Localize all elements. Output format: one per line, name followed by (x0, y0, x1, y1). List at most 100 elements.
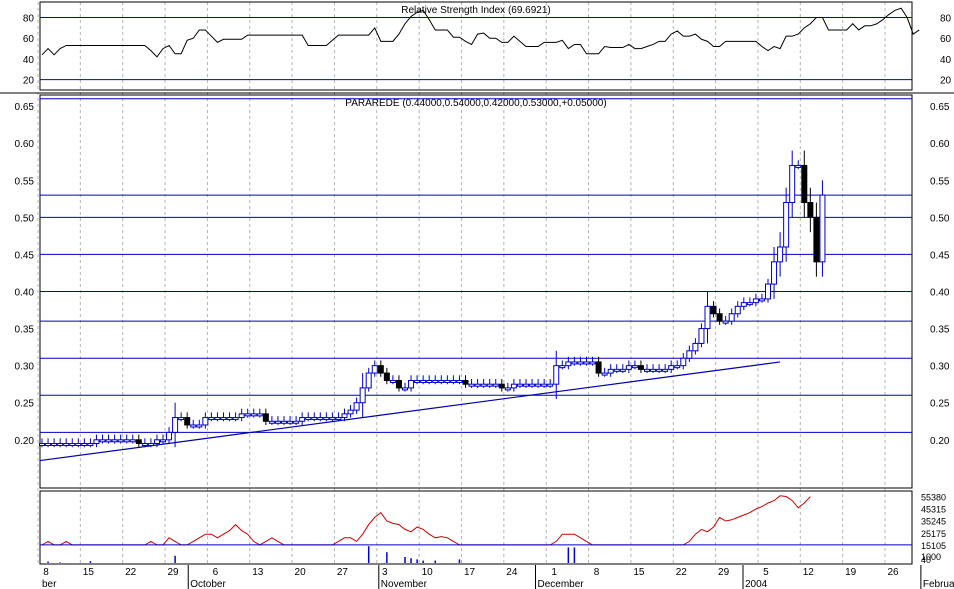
x-day-label: 29 (718, 567, 730, 578)
candle-body (81, 443, 88, 447)
candle-body (480, 383, 487, 387)
x-day-label: 26 (887, 567, 899, 578)
candle-body (529, 383, 536, 387)
candle-body (256, 413, 263, 417)
candle-body (232, 417, 239, 421)
candle-body (408, 379, 415, 389)
price-ticks: 0.20 0.20 0.25 0.25 0.30 0.30 0.35 0.35 0.40 0.40… (15, 102, 950, 447)
candle-body (680, 357, 687, 367)
rsi-panel-frame (39, 1, 913, 91)
candle-body (535, 383, 542, 387)
candle-body (371, 365, 378, 374)
candle-body (420, 379, 427, 383)
x-day-label: 20 (295, 567, 307, 578)
candle-body (704, 305, 711, 330)
candle-body (39, 443, 45, 447)
candle-body (662, 368, 669, 372)
candle-body (226, 417, 233, 421)
candle-body (311, 417, 318, 421)
x-day-label: 12 (803, 567, 815, 578)
price-tick-label-left: 0.50 (15, 213, 35, 224)
candle-body (105, 439, 112, 443)
candle-body (238, 413, 245, 419)
candle-body (274, 420, 281, 424)
candle-body (359, 387, 366, 404)
candle-body (220, 417, 227, 421)
volume-bars (47, 546, 576, 563)
price-panel: PARAREDE (0.44000,0.54000,0.42000,0.5300… (15, 94, 950, 489)
candle-body (63, 443, 70, 447)
rsi-panel: Relative Strength Index (69.6921) 20 20 40… (23, 1, 952, 91)
candle-body (577, 361, 584, 365)
x-day-label: 22 (676, 567, 688, 578)
candle-body (789, 164, 796, 204)
x-month-label: November (381, 579, 428, 589)
candle-body (456, 379, 463, 383)
x-day-label: 1 (551, 567, 557, 578)
candle-body (607, 368, 614, 374)
x-day-label: 6 (213, 567, 219, 578)
candle-body (583, 361, 590, 365)
volume-tick-label: 15105 (921, 541, 946, 551)
candle-body (190, 424, 197, 428)
x-day-label: 22 (125, 567, 137, 578)
candle-body (541, 383, 548, 387)
price-levels (40, 98, 912, 433)
x-day-label: 8 (43, 567, 49, 578)
candle-body (426, 379, 433, 383)
candle-body (565, 361, 572, 367)
price-tick-label-left: 0.40 (15, 288, 35, 299)
candle-body (153, 439, 160, 445)
x-day-label: 15 (633, 567, 645, 578)
candle-body (710, 305, 717, 315)
candle-body (335, 417, 342, 421)
candle-body (644, 368, 650, 372)
candle-body (299, 417, 306, 422)
candle-body (656, 368, 663, 372)
candle-body (444, 379, 451, 383)
candle-body (807, 202, 814, 218)
candle-body (498, 383, 505, 389)
candle-body (45, 443, 52, 447)
candle-body (716, 313, 723, 322)
candle-body (305, 417, 312, 421)
rsi-tick-label-right: 60 (940, 34, 952, 45)
candle-body (746, 302, 753, 306)
rsi-tick-label-right: 20 (940, 76, 952, 87)
x-day-label: 19 (845, 567, 857, 578)
candle-body (777, 246, 784, 263)
x-day-label: 15 (83, 567, 95, 578)
candle-body (389, 379, 396, 383)
price-tick-label-left: 0.45 (15, 250, 35, 261)
candle-body (69, 443, 76, 447)
candle-body (553, 365, 560, 385)
x-day-label: 5 (763, 567, 769, 578)
candle-body (135, 439, 142, 445)
candle-body (323, 417, 330, 421)
candle-body (795, 164, 802, 168)
candle-body (571, 361, 578, 365)
candle-body (281, 420, 287, 424)
candle-body (740, 302, 747, 307)
x-day-label: 17 (464, 567, 476, 578)
candle-body (801, 164, 808, 204)
x-month-label: December (537, 579, 584, 589)
candle-body (244, 413, 251, 417)
x-day-label: 10 (422, 567, 434, 578)
candle-body (160, 439, 166, 443)
volume-tick-label: 1000 (921, 552, 941, 562)
x-day-label: 27 (337, 567, 349, 578)
candle-body (462, 379, 469, 385)
price-tick-label-left: 0.25 (15, 399, 35, 410)
candle-body (329, 417, 336, 421)
candle-body (214, 417, 221, 421)
candle-body (486, 383, 493, 387)
price-tick-label-right: 0.55 (930, 176, 950, 187)
x-day-label: 24 (506, 567, 518, 578)
x-axis: 8 15 22 29 6 13 20 27 3 10 17 24 1 8 15 22 29 5 12 19 26 ber O… (42, 565, 954, 589)
candle-body (141, 443, 148, 447)
candle-body (51, 443, 58, 447)
candle-body (262, 413, 269, 422)
